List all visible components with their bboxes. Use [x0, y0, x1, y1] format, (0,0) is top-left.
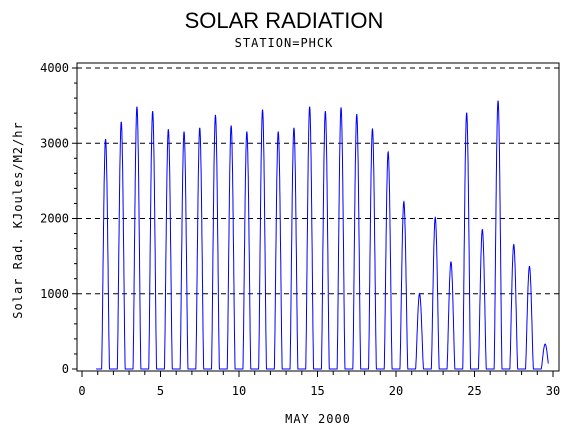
- data-point-day-7: [199, 127, 201, 129]
- data-point-day-29: [544, 343, 546, 345]
- data-point-day-9: [230, 125, 232, 127]
- x-tick-label-10: 10: [232, 384, 246, 398]
- data-point-day-21: [418, 293, 421, 295]
- data-point-day-14: [309, 106, 311, 108]
- x-tick-label-0: 0: [78, 384, 85, 398]
- data-point-day-28: [528, 266, 531, 268]
- data-point-day-22: [434, 217, 436, 219]
- data-point-day-18: [371, 128, 374, 130]
- data-point-day-12: [277, 131, 279, 133]
- y-tick-label-0: 0: [62, 362, 69, 376]
- series-line-0: [96, 100, 549, 370]
- data-point-day-3: [136, 106, 138, 108]
- y-axis: 0 1000 2000 3000 4000: [40, 61, 77, 376]
- data-point-day-19: [387, 151, 389, 153]
- y-tick-label-1000: 1000: [40, 287, 69, 301]
- data-point-day-1: [104, 138, 107, 141]
- x-axis-label: MAY 2000: [285, 412, 351, 426]
- chart-title: SOLAR RADIATION: [185, 8, 384, 33]
- chart-subtitle: STATION=PHCK: [235, 36, 334, 50]
- data-point-day-20: [403, 201, 405, 203]
- x-tick-label-5: 5: [157, 384, 164, 398]
- data-point-day-17: [356, 114, 358, 116]
- data-point-day-23: [450, 261, 452, 263]
- data-point-day-10: [246, 131, 248, 133]
- data-point-day-5: [167, 129, 169, 131]
- data-point-day-24: [466, 112, 468, 114]
- data-point-day-16: [340, 107, 342, 109]
- data-point-day-15: [324, 111, 326, 113]
- y-tick-label-2000: 2000: [40, 212, 69, 226]
- data-point-day-11: [261, 109, 264, 111]
- data-point-day-25: [481, 229, 483, 231]
- x-tick-label-15: 15: [310, 384, 324, 398]
- x-tick-label-25: 25: [467, 384, 481, 398]
- data-point-day-8: [214, 114, 217, 117]
- grid-lines: [77, 67, 559, 295]
- y-tick-label-4000: 4000: [40, 61, 69, 75]
- y-tick-label-3000: 3000: [40, 136, 69, 150]
- y-axis-label: Solar Rad. KJoules/M2/hr: [11, 121, 25, 318]
- data-point-day-27: [513, 244, 515, 246]
- data-point-day-2: [120, 121, 122, 123]
- x-tick-label-30: 30: [546, 384, 560, 398]
- data-point-day-6: [183, 131, 185, 133]
- x-tick-label-20: 20: [389, 384, 403, 398]
- data-point-day-4: [152, 111, 154, 113]
- data-point-day-26: [497, 100, 499, 102]
- data-point-day-13: [293, 127, 295, 129]
- x-axis: 0 5 10 15 20 25 30: [78, 371, 560, 398]
- data-series: [96, 100, 549, 370]
